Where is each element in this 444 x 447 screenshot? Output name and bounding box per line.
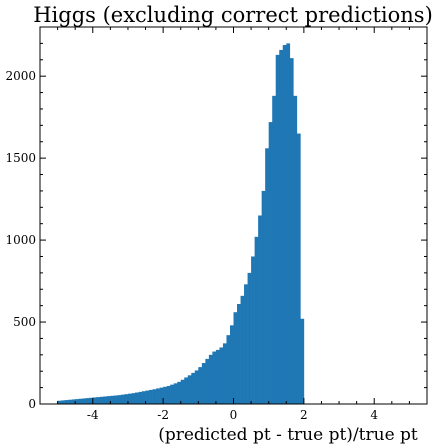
histogram-bar: [131, 393, 136, 404]
histogram-bar: [286, 43, 291, 404]
histogram-bar: [212, 351, 217, 404]
histogram-bar: [173, 383, 178, 404]
histogram-bar: [68, 399, 72, 404]
histogram-bar: [244, 284, 248, 404]
histogram-bar: [187, 375, 192, 404]
x-tick-label: 0: [230, 408, 238, 422]
histogram-bar: [219, 347, 224, 404]
histogram-bar: [222, 343, 227, 404]
histogram-bar: [103, 396, 108, 404]
x-tick-label: 4: [370, 408, 378, 422]
histogram-bar: [237, 304, 241, 404]
plot-frame: [39, 26, 428, 405]
histogram-bar: [180, 379, 185, 404]
histogram-bar: [142, 391, 146, 404]
y-tick-label: 500: [13, 315, 36, 329]
histogram-bar: [229, 325, 234, 404]
x-tick-label: -4: [87, 408, 99, 422]
histogram-bar: [293, 95, 298, 404]
histogram-bar: [279, 49, 284, 404]
axis-ticks: -4 -2 0 2 4 0 500 1000 1500 2000: [5, 26, 427, 422]
histogram-bar: [254, 236, 259, 404]
histogram-bar: [99, 396, 104, 404]
histogram-bar: [296, 133, 301, 405]
histogram-bar: [117, 395, 122, 404]
histogram-bar: [124, 394, 129, 404]
histogram-bar: [251, 256, 255, 404]
histogram-bar: [261, 190, 266, 404]
histogram-bar: [275, 54, 280, 405]
histogram-bar: [82, 398, 87, 404]
histogram-bar: [272, 95, 277, 404]
histogram-bar: [159, 387, 164, 404]
histogram-bar: [149, 389, 153, 404]
histogram-bar: [64, 400, 69, 404]
histogram-bar: [57, 400, 62, 404]
histogram-bar: [75, 399, 79, 404]
histogram-bar: [85, 398, 90, 404]
histogram-bar: [156, 388, 160, 404]
histogram-bar: [61, 400, 65, 404]
y-tick-label: 1000: [5, 233, 36, 247]
histogram-bar: [240, 295, 245, 404]
histogram-bar: [166, 385, 171, 404]
histogram-bar: [96, 397, 101, 404]
histogram-bar: [194, 370, 199, 404]
histogram-bar: [226, 335, 231, 404]
histogram-bar: [145, 390, 150, 404]
y-tick-label: 2000: [5, 69, 36, 83]
histogram-bar: [258, 215, 262, 404]
histogram-bar: [163, 386, 167, 404]
histogram-bars: [57, 43, 305, 405]
histogram-bar: [89, 397, 94, 404]
histogram-bar: [265, 148, 269, 404]
histogram-bar: [233, 312, 238, 404]
histogram-bar: [201, 363, 206, 404]
histogram-bar: [138, 391, 143, 404]
histogram-bar: [71, 399, 76, 404]
x-tick-label: 2: [300, 408, 308, 422]
histogram-bar: [170, 384, 174, 404]
histogram-bar: [300, 318, 305, 404]
histogram-bar: [78, 398, 83, 404]
histogram-bar: [215, 349, 220, 404]
histogram-bar: [184, 377, 189, 404]
histogram-bar: [152, 389, 157, 404]
histogram-bar: [247, 272, 252, 404]
histogram-bar: [282, 45, 287, 404]
histogram-bar: [110, 395, 115, 404]
histogram-bar: [198, 367, 203, 404]
y-tick-label: 1500: [5, 151, 36, 165]
histogram-bar: [177, 381, 182, 404]
y-tick-label: 0: [28, 397, 36, 411]
histogram-bar: [191, 372, 196, 404]
histogram-bar: [289, 58, 294, 404]
x-axis-label: (predicted pt - true pt)/true pt: [158, 425, 418, 445]
histogram-bar: [127, 393, 132, 404]
histogram-bar: [92, 397, 97, 404]
chart-title: Higgs (excluding correct predictions): [33, 3, 433, 27]
histogram-bar: [113, 395, 118, 404]
x-tick-label: -2: [157, 408, 169, 422]
histogram-bar: [205, 358, 210, 404]
histogram-bar: [120, 394, 125, 404]
histogram-bar: [268, 122, 273, 404]
histogram-bar: [134, 392, 139, 404]
histogram-bar: [106, 396, 111, 404]
histogram-bar: [208, 354, 213, 404]
